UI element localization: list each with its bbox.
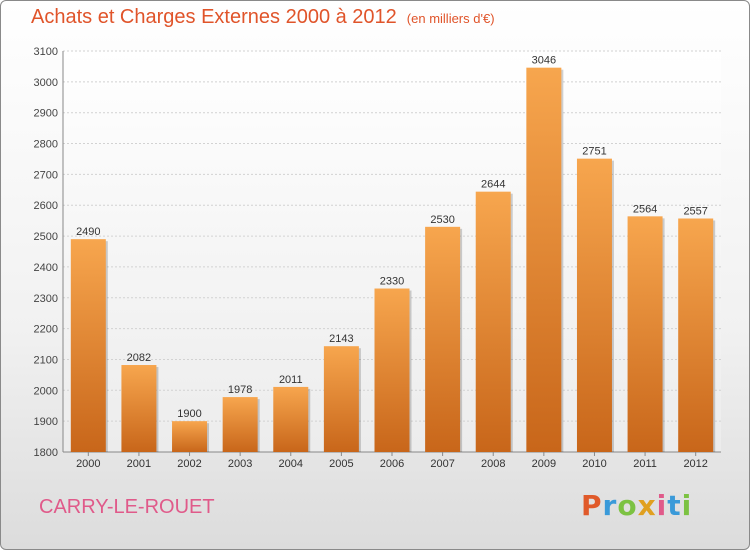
y-tick-label: 2000 [34,385,58,397]
logo-letter: o [617,489,638,522]
y-tick-label: 1800 [34,447,58,459]
x-tick-label: 2007 [430,458,454,470]
x-tick-label: 2002 [177,458,201,470]
bar [425,226,461,452]
bar-value-label: 2490 [76,226,100,238]
y-tick-label: 2400 [34,262,58,274]
bar-value-label: 1978 [228,384,252,396]
chart-title-text: Achats et Charges Externes 2000 à 2012 [31,6,397,28]
logo-letter: t [667,489,682,522]
y-tick-label: 3100 [34,46,58,58]
proxiti-logo: Proxiti [581,489,692,522]
x-tick-label: 2008 [481,458,505,470]
y-tick-label: 3000 [34,77,58,89]
x-tick-label: 2003 [228,458,252,470]
bar-value-label: 2011 [279,374,303,386]
y-tick-label: 2600 [34,200,58,212]
y-tick-label: 2800 [34,139,58,151]
bar [627,216,663,452]
x-tick-label: 2000 [76,458,100,470]
logo-letter: r [602,489,618,522]
bar [70,239,106,452]
bar-value-label: 2330 [380,276,404,288]
y-tick-label: 2500 [34,231,58,243]
bar [678,218,714,452]
x-tick-label: 2001 [127,458,151,470]
bar [121,365,157,452]
x-tick-label: 2009 [532,458,556,470]
bar [273,386,309,452]
x-tick-label: 2012 [683,458,707,470]
bar-value-label: 2082 [127,352,151,364]
bar-value-label: 1900 [177,408,201,420]
y-tick-label: 2100 [34,354,58,366]
bar-value-label: 2530 [430,214,454,226]
y-tick-label: 1900 [34,416,58,428]
y-tick-label: 2300 [34,293,58,305]
bar-value-label: 2751 [582,146,606,158]
chart-subtitle: (en milliers d'€) [406,11,495,26]
bar [576,158,612,452]
bar-value-label: 3046 [532,55,556,67]
bar [526,67,562,452]
bar [172,421,208,452]
bar-value-label: 2564 [633,203,657,215]
x-tick-label: 2005 [329,458,353,470]
x-tick-label: 2006 [380,458,404,470]
city-name: CARRY-LE-ROUET [39,496,215,518]
bar-value-label: 2143 [329,333,353,345]
bar-value-label: 2644 [481,179,505,191]
bar [374,288,410,452]
logo-letter: x [637,489,657,522]
bar [323,346,359,452]
x-tick-label: 2011 [633,458,657,470]
logo-letter: i [656,489,668,522]
y-tick-label: 2700 [34,169,58,181]
logo-letter: P [581,489,603,522]
x-tick-label: 2010 [582,458,606,470]
logo-letter: i [681,489,693,522]
y-tick-label: 2200 [34,324,58,336]
bar [475,191,511,453]
bar-value-label: 2557 [683,205,707,217]
x-tick-label: 2004 [279,458,303,470]
y-tick-label: 2900 [34,108,58,120]
bar [222,397,258,452]
chart-title: Achats et Charges Externes 2000 à 2012 (e… [31,6,495,29]
